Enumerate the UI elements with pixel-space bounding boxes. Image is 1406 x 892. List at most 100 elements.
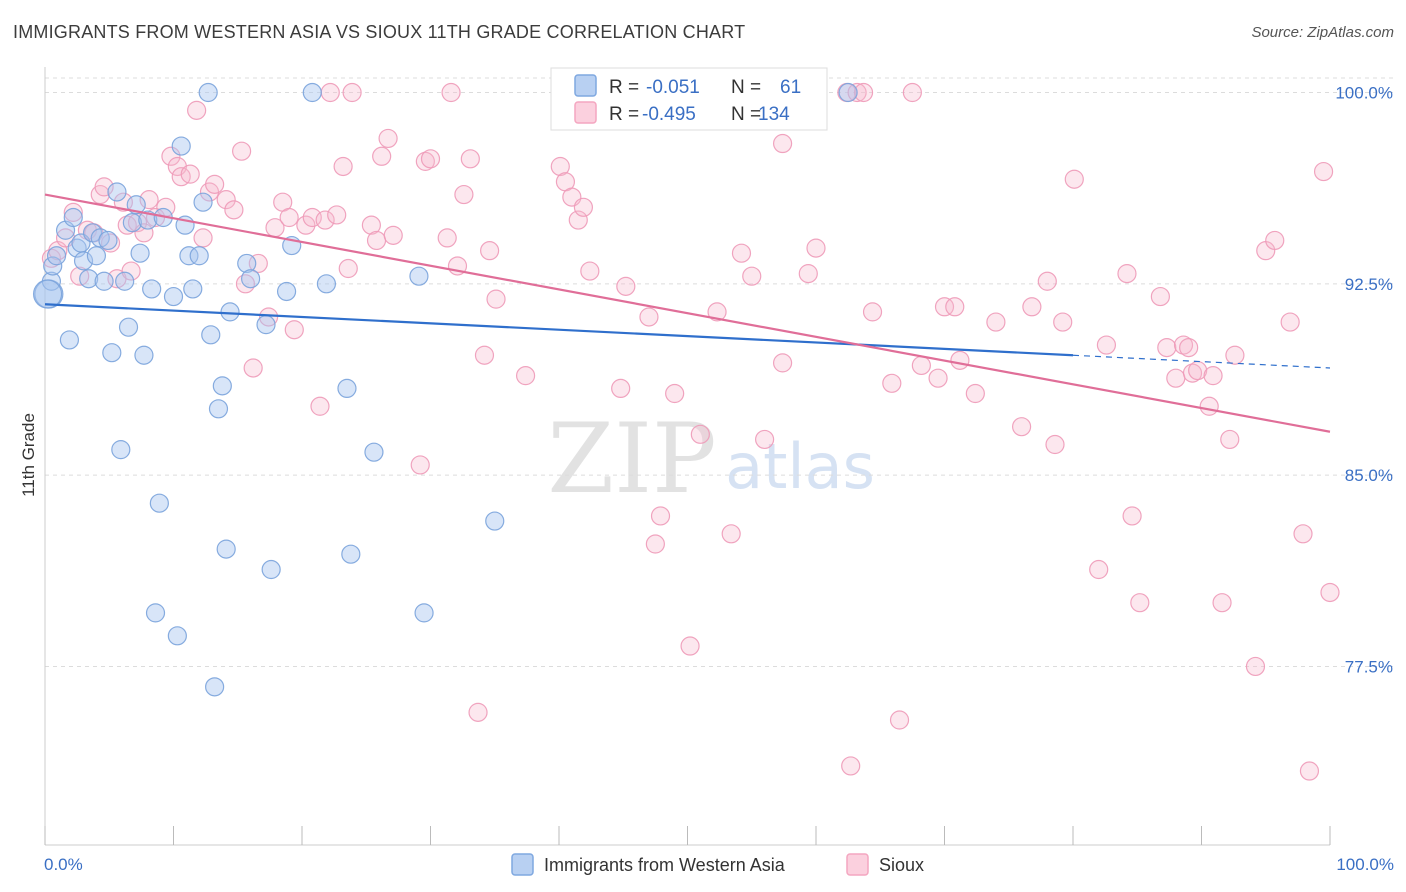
sioux-point-130 — [1293, 524, 1313, 544]
sioux-point-77 — [680, 636, 700, 656]
wa-point-34 — [179, 246, 199, 266]
sioux-point-129 — [1280, 312, 1300, 332]
sioux-point-103 — [1011, 417, 1032, 437]
wa-point-47 — [256, 315, 276, 335]
sioux-point-107 — [1053, 312, 1073, 332]
sioux-point-33 — [258, 307, 279, 327]
sioux-point-81 — [731, 243, 752, 263]
wa-point-54 — [341, 544, 361, 564]
sioux-point-22 — [180, 164, 200, 184]
sioux-point-23 — [187, 100, 207, 120]
sioux-point-115 — [1157, 337, 1177, 358]
axes — [44, 67, 1331, 846]
stats-n-sioux: 134 — [758, 104, 790, 125]
sioux-point-16 — [139, 190, 159, 210]
sioux-point-110 — [1096, 335, 1117, 355]
sioux-point-91 — [853, 82, 874, 103]
wa-point-25 — [138, 210, 158, 230]
sioux-point-52 — [410, 455, 430, 475]
wa-point-26 — [142, 279, 162, 299]
chart-title: IMMIGRANTS FROM WESTERN ASIA VS SIOUX 11… — [13, 22, 746, 42]
sioux-point-24 — [193, 228, 213, 248]
wa-point-17 — [107, 182, 127, 202]
sioux-point-97 — [928, 368, 948, 388]
wa-point-39 — [201, 325, 221, 345]
sioux-point-87 — [806, 238, 826, 258]
sioux-point-58 — [454, 184, 474, 205]
y-tick-labels: 77.5% 85.0% 92.5% 100.0% — [1335, 84, 1393, 677]
sioux-point-93 — [882, 373, 902, 393]
sioux-point-76 — [665, 383, 685, 404]
sioux-point-109 — [1089, 559, 1109, 580]
legend-swatch-sioux — [846, 853, 869, 876]
wa-point-43 — [216, 539, 236, 559]
sioux-point-50 — [378, 128, 398, 149]
sioux-point-43 — [327, 205, 347, 225]
wa-point-9 — [73, 251, 94, 271]
wa-point-10 — [79, 269, 99, 289]
stats-swatch-western-asia — [574, 74, 597, 97]
sioux-point-64 — [515, 366, 536, 386]
wa-point-24 — [134, 345, 154, 365]
western-asia-points — [32, 82, 858, 697]
sioux-point-101 — [965, 383, 985, 404]
watermark-zip: ZIP — [547, 403, 716, 515]
wa-point-32 — [171, 136, 191, 156]
sioux-point-56 — [441, 82, 461, 103]
wa-point-53 — [337, 378, 357, 399]
sioux-point-132 — [1313, 161, 1334, 182]
sioux-point-83 — [754, 429, 775, 450]
sioux-point-104 — [1022, 297, 1042, 317]
wa-point-12 — [86, 246, 107, 266]
sioux-point-59 — [460, 149, 480, 169]
sioux-point-106 — [1045, 434, 1065, 455]
sioux-point-68 — [568, 210, 588, 230]
sioux-point-133 — [1320, 582, 1340, 603]
sioux-point-112 — [1122, 506, 1142, 526]
trend-line-sioux — [44, 193, 1331, 433]
wa-point-28 — [149, 493, 169, 513]
wa-point-21 — [122, 213, 142, 233]
wa-point-14 — [94, 271, 114, 291]
sioux-point-0 — [41, 248, 62, 268]
wa-point-44 — [220, 302, 240, 322]
wa-point-35 — [183, 279, 203, 299]
stats-legend: R = -0.051 N = 61 R = -0.495 N = 134 — [550, 67, 828, 131]
sioux-point-61 — [474, 345, 495, 365]
sioux-point-9 — [100, 233, 121, 253]
sioux-point-92 — [862, 302, 883, 322]
sioux-point-117 — [1173, 335, 1194, 355]
sioux-point-69 — [573, 197, 594, 217]
sioux-point-72 — [616, 276, 636, 296]
sioux-point-89 — [841, 756, 861, 776]
sioux-point-98 — [934, 297, 955, 317]
sioux-point-26 — [205, 174, 225, 194]
sioux-point-75 — [650, 506, 671, 526]
wa-point-3 — [46, 246, 67, 266]
y-tick-label-3: 100.0% — [1335, 84, 1393, 103]
sioux-point-131 — [1299, 761, 1320, 781]
wa-point-2 — [43, 256, 63, 276]
sioux-point-105 — [1037, 271, 1057, 291]
sioux-point-108 — [1064, 169, 1084, 189]
y-tick-label-0: 77.5% — [1345, 657, 1393, 676]
bottom-legend: Immigrants from Western Asia Sioux — [511, 853, 924, 876]
sioux-point-96 — [911, 355, 931, 376]
wa-point-16 — [102, 343, 122, 363]
svg-text:R =: R = — [609, 77, 639, 98]
x-tick-label-max: 100.0% — [1336, 855, 1394, 874]
sioux-point-49 — [372, 146, 392, 166]
sioux-point-51 — [383, 225, 403, 245]
sioux-point-126 — [1245, 656, 1266, 677]
wa-point-38 — [198, 82, 218, 103]
sioux-point-30 — [235, 274, 256, 294]
stats-swatch-sioux — [574, 101, 597, 124]
wa-point-42 — [212, 376, 232, 396]
sioux-point-102 — [986, 312, 1006, 332]
x-tick-label-min: 0.0% — [44, 855, 83, 874]
sioux-point-62 — [480, 241, 500, 261]
sioux-point-13 — [121, 261, 141, 281]
sioux-point-60 — [468, 702, 488, 722]
sioux-point-38 — [296, 215, 316, 235]
